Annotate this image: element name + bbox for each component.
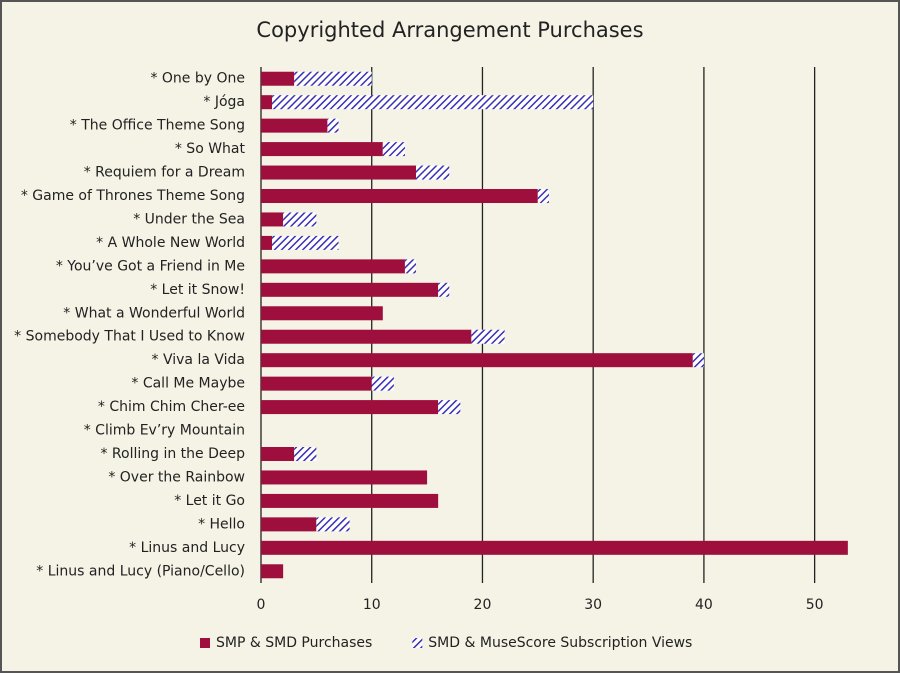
bar [294, 447, 317, 461]
bar [261, 282, 439, 297]
bar [371, 376, 394, 391]
y-tick-label: * You’ve Got a Friend in Me [56, 258, 245, 274]
legend-swatch [200, 638, 210, 648]
y-tick-label: * Linus and Lucy (Piano/Cello) [36, 563, 245, 579]
bar [261, 235, 273, 250]
bar [261, 540, 848, 555]
x-tick-label: 10 [363, 597, 381, 613]
y-tick-label: * Requiem for a Dream [84, 165, 245, 181]
bar [283, 212, 317, 227]
bar [261, 447, 295, 461]
bar [327, 118, 339, 133]
bar [261, 400, 439, 415]
y-tick-label: * Over the Rainbow [108, 469, 245, 485]
y-tick-label: * Chim Chim Cher-ee [98, 399, 245, 415]
y-tick-label: * Linus and Lucy [129, 540, 245, 556]
y-tick-label: * Climb Ev’ry Mountain [84, 423, 245, 439]
bar [404, 259, 417, 274]
x-tick-label: 50 [806, 597, 824, 613]
y-tick-label: * Let it Go [174, 493, 245, 509]
legend-label: SMD & MuseScore Subscription Views [428, 635, 692, 651]
bar [261, 259, 405, 274]
bar [294, 71, 372, 86]
y-tick-label: * What a Wonderful World [63, 305, 245, 321]
y-tick-label: * Game of Thrones Theme Song [21, 188, 245, 204]
bar [261, 470, 428, 485]
legend-swatch [412, 638, 423, 648]
y-tick-label: * Let it Snow! [150, 282, 245, 298]
y-tick-label: * Viva la Vida [152, 352, 245, 368]
bar [261, 329, 472, 344]
y-tick-label: * So What [175, 141, 246, 157]
x-tick-label: 20 [474, 597, 492, 613]
bar [261, 165, 417, 180]
bar [272, 235, 339, 250]
bar [261, 517, 317, 532]
y-tick-label: * Rolling in the Deep [100, 446, 245, 462]
bar [272, 95, 594, 110]
y-tick-label: * Somebody That I Used to Know [14, 329, 245, 345]
bar [261, 493, 439, 508]
bar [261, 376, 372, 391]
bar [261, 118, 328, 133]
x-tick-label: 30 [584, 597, 602, 613]
bar [261, 142, 383, 157]
chart-title: Copyrighted Arrangement Purchases [256, 18, 643, 42]
bar [382, 142, 405, 157]
bar [261, 189, 538, 203]
bar [261, 95, 273, 110]
y-tick-label: * Jóga [203, 94, 245, 110]
bar [416, 165, 450, 180]
y-tick-label: * A Whole New World [96, 235, 245, 251]
y-tick-label: * Hello [198, 516, 245, 532]
bar [261, 71, 295, 86]
bar [261, 353, 693, 368]
y-tick-label: * Under the Sea [133, 211, 245, 227]
y-tick-label: * Call Me Maybe [131, 376, 245, 392]
bar [261, 306, 383, 321]
bar [261, 212, 284, 227]
legend-label: SMP & SMD Purchases [216, 635, 372, 651]
bar [438, 282, 450, 297]
bar [692, 353, 704, 368]
bar [316, 517, 350, 532]
bar [438, 400, 461, 415]
x-tick-label: 0 [257, 597, 266, 613]
bar [471, 329, 505, 344]
x-tick-label: 40 [695, 597, 713, 613]
y-tick-label: * One by One [150, 71, 245, 87]
bar [261, 564, 284, 579]
bar [537, 189, 549, 203]
y-tick-label: * The Office Theme Song [70, 118, 245, 134]
